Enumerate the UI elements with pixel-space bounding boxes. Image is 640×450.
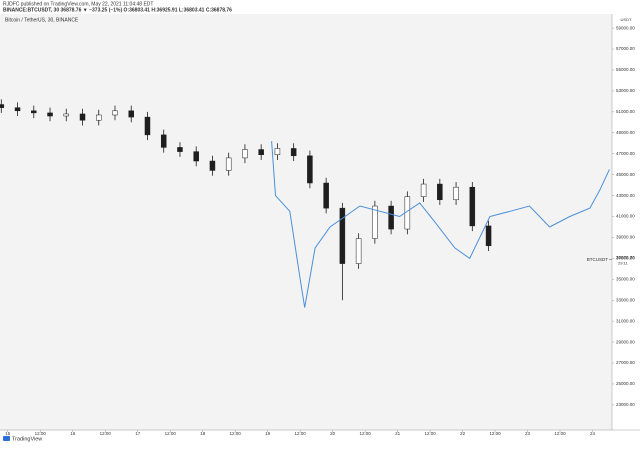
x-tick-label: 12:00 bbox=[295, 431, 307, 436]
candle-body bbox=[453, 186, 459, 201]
y-tick-label: 57000.00 bbox=[616, 46, 635, 51]
publisher: RJDFC published on TradingView.com, May … bbox=[3, 1, 153, 7]
candle-body bbox=[47, 112, 53, 117]
y-tick-label: 45000.00 bbox=[616, 172, 635, 177]
candle-body bbox=[144, 116, 151, 136]
candle-body bbox=[323, 182, 329, 209]
x-tick-label: 12:00 bbox=[424, 431, 436, 436]
candle-body bbox=[339, 207, 346, 264]
x-tick-label: 22 bbox=[460, 431, 466, 436]
candle-body bbox=[160, 134, 167, 148]
y-tick-label: 49000.00 bbox=[616, 130, 635, 135]
candle-body bbox=[355, 238, 362, 264]
y-tick-label: 31000.00 bbox=[616, 318, 635, 323]
x-tick-label: 15 bbox=[5, 431, 11, 436]
y-tick-label: 39000.00 bbox=[616, 235, 635, 240]
candle-body bbox=[290, 148, 297, 157]
plot-area bbox=[0, 14, 612, 430]
x-tick-label: 12:00 bbox=[165, 431, 177, 436]
last-price-symbol: BTCUSDT bbox=[587, 257, 609, 262]
candle-body bbox=[388, 205, 394, 230]
x-tick-label: 20 bbox=[330, 431, 336, 436]
brand: TradingView bbox=[12, 436, 42, 442]
candle-body bbox=[372, 205, 378, 239]
x-tick-label: 16 bbox=[70, 431, 76, 436]
x-tick-label: 12:00 bbox=[100, 431, 112, 436]
x-tick-label: 21 bbox=[395, 431, 401, 436]
last-price-label: 36878.76 bbox=[616, 255, 635, 260]
x-tick-label: 18 bbox=[200, 431, 206, 436]
y-tick-label: 29000.00 bbox=[616, 339, 635, 344]
candle-body bbox=[209, 160, 216, 171]
y-tick-label: 59000.00 bbox=[616, 25, 635, 30]
candle-body bbox=[14, 107, 21, 112]
candle-body bbox=[469, 186, 476, 227]
y-tick-label: 33000.00 bbox=[616, 297, 635, 302]
y-tick-label: 41000.00 bbox=[616, 214, 635, 219]
footer bbox=[0, 433, 640, 445]
candle-body bbox=[177, 147, 183, 152]
logo bbox=[3, 436, 10, 441]
candle-body bbox=[485, 225, 492, 247]
x-tick-label: 24 bbox=[590, 431, 596, 436]
candle-body bbox=[307, 155, 313, 184]
y-tick-label: 47000.00 bbox=[616, 151, 635, 156]
y-tick-label: 27000.00 bbox=[616, 360, 635, 365]
candle-body bbox=[79, 113, 86, 121]
x-tick-label: 12:00 bbox=[359, 431, 371, 436]
x-tick-label: 12:00 bbox=[489, 431, 501, 436]
y-tick-label: 25000.00 bbox=[616, 381, 635, 386]
y-tick-label: 43000.00 bbox=[616, 193, 635, 198]
candle-body bbox=[31, 110, 37, 114]
candle-body bbox=[112, 110, 118, 116]
candle-body bbox=[437, 183, 443, 201]
y-tick-label: 35000.00 bbox=[616, 276, 635, 281]
candle-body bbox=[128, 110, 134, 118]
axis-unit: USDT bbox=[621, 17, 632, 22]
candle-body bbox=[274, 148, 281, 156]
y-tick-label: 23000.00 bbox=[616, 402, 635, 407]
candle-body bbox=[258, 149, 264, 156]
price-line bbox=[271, 141, 610, 308]
candle-body bbox=[96, 114, 102, 121]
candle-body bbox=[420, 183, 427, 197]
chart-title: Bitcoin / TetherUS, 30, BINANCE bbox=[5, 17, 79, 23]
y-tick-label: 53000.00 bbox=[616, 88, 635, 93]
candle-body bbox=[0, 104, 5, 108]
candle-body bbox=[63, 113, 70, 117]
candle-body bbox=[225, 157, 232, 171]
candle-body bbox=[193, 151, 199, 162]
x-tick-label: 12:00 bbox=[230, 431, 242, 436]
y-tick-label: 51000.00 bbox=[616, 109, 635, 114]
candle-body bbox=[242, 149, 248, 159]
y-tick-label: 37000.00 bbox=[616, 256, 635, 261]
countdown: 29:11 bbox=[618, 261, 628, 266]
x-tick-label: 12:00 bbox=[554, 431, 566, 436]
x-tick-label: 19 bbox=[265, 431, 271, 436]
x-tick-label: 23 bbox=[525, 431, 531, 436]
symbol-line: BINANCE:BTCUSDT, 30 36878.76 ▼ −373.25 (… bbox=[3, 7, 232, 13]
x-tick-label: 17 bbox=[135, 431, 141, 436]
x-tick-label: 12:00 bbox=[35, 431, 47, 436]
y-tick-label: 55000.00 bbox=[616, 67, 635, 72]
